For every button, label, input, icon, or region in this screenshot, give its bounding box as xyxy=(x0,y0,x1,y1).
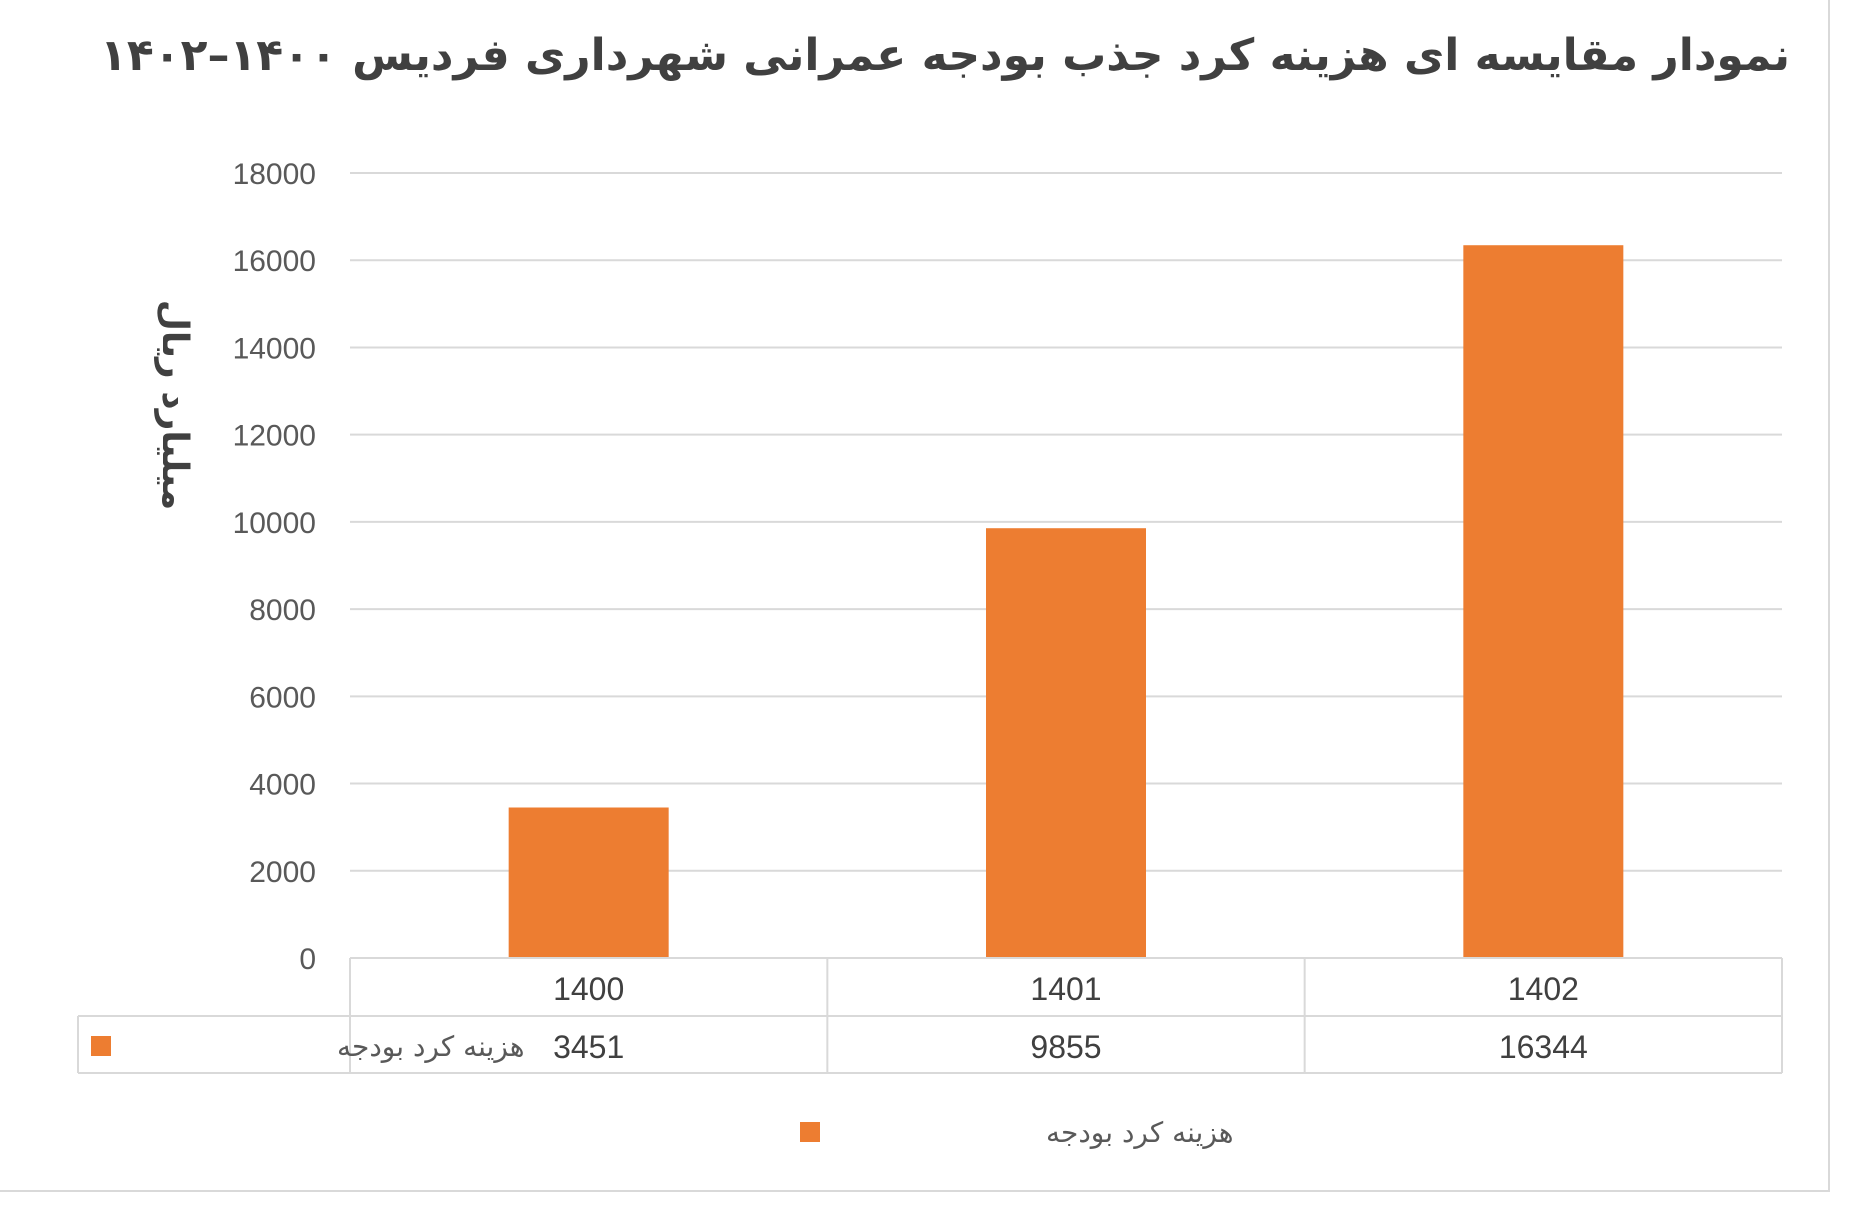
y-tick-label: 0 xyxy=(299,943,316,976)
table-legend-swatch xyxy=(91,1036,111,1056)
y-tick-label: 8000 xyxy=(249,594,316,627)
x-tick-label: 1402 xyxy=(1508,971,1579,1007)
data-label: 9855 xyxy=(1030,1029,1101,1065)
y-tick-label: 10000 xyxy=(233,507,316,540)
data-table: 1400 3451 1401 9855 1402 16344 هزینه کرد بودجه xyxy=(77,957,1783,1074)
x-tick-label: 1400 xyxy=(553,971,624,1007)
chart-frame xyxy=(0,0,1830,1192)
y-tick-label: 12000 xyxy=(233,420,316,453)
data-label: 3451 xyxy=(553,1029,624,1065)
y-tick-labels: 0 2000 4000 6000 8000 10000 12000 14000 16000 180… xyxy=(233,158,316,976)
legend: هزینه کرد بودجه xyxy=(800,1116,1234,1149)
legend-label: هزینه کرد بودجه xyxy=(1046,1116,1234,1149)
y-tick-label: 14000 xyxy=(233,332,316,365)
data-label: 16344 xyxy=(1499,1029,1588,1065)
bar xyxy=(986,528,1146,958)
chart-title: نمودار مقایسه ای هزینه کرد جذب بودجه عمر… xyxy=(100,30,1790,81)
bar xyxy=(508,807,669,958)
y-tick-label: 2000 xyxy=(249,856,316,889)
y-tick-label: 18000 xyxy=(233,158,316,191)
y-tick-label: 6000 xyxy=(249,681,316,714)
legend-swatch xyxy=(800,1122,820,1142)
x-tick-label: 1401 xyxy=(1030,971,1101,1007)
table-row-header: هزینه کرد بودجه xyxy=(337,1030,525,1063)
y-tick-label: 16000 xyxy=(233,245,316,278)
bars xyxy=(508,245,1624,959)
bar xyxy=(1463,245,1624,959)
y-tick-label: 4000 xyxy=(249,769,316,802)
